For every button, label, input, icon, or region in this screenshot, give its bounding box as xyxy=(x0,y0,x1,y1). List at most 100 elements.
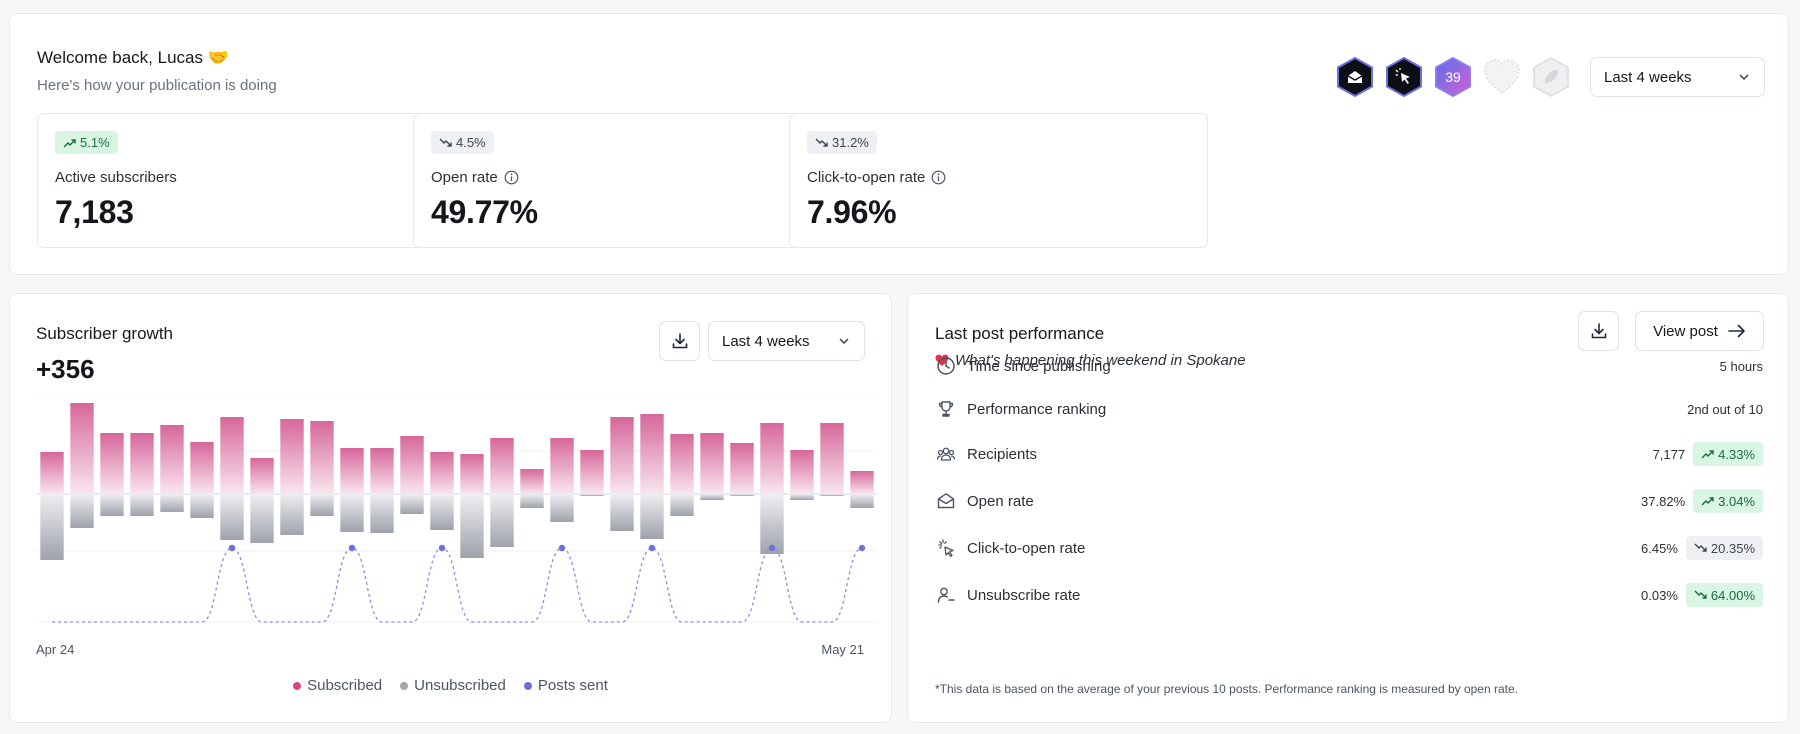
unsubscribed-bar xyxy=(700,494,724,500)
post-sent-point xyxy=(348,544,356,552)
cursor-click-badge-icon[interactable] xyxy=(1384,56,1424,98)
info-icon[interactable] xyxy=(931,170,946,185)
unsubscribed-bar xyxy=(760,494,784,554)
stat-value: 49.77% xyxy=(431,194,538,230)
unsubscribed-bar xyxy=(820,494,844,496)
subscribed-bar xyxy=(730,443,754,494)
trend-up-icon xyxy=(1701,450,1714,459)
subscribed-bar xyxy=(130,433,154,494)
subscribed-bar xyxy=(190,442,214,494)
subscribed-bar xyxy=(670,434,694,494)
legend-item-subscribed[interactable]: Subscribed xyxy=(293,677,382,694)
unsubscribed-bar xyxy=(130,494,154,516)
metric-value: 7,177 xyxy=(1652,446,1686,462)
download-button[interactable] xyxy=(1578,311,1619,351)
trend-down-icon xyxy=(1694,543,1707,552)
open-envelope-badge-icon[interactable] xyxy=(1335,56,1375,98)
download-icon xyxy=(672,333,687,349)
date-range-select[interactable]: Last 4 weeks xyxy=(1590,57,1765,97)
info-icon[interactable] xyxy=(504,170,519,185)
envelope-open-icon xyxy=(935,490,957,512)
trophy-icon xyxy=(935,398,957,420)
subscribed-bar xyxy=(520,469,544,494)
x-axis-label-start: Apr 24 xyxy=(36,642,75,657)
metric-row-open-rate: Open rate 37.82% 3.04% xyxy=(935,488,1763,514)
subscribed-bar xyxy=(640,414,664,494)
count-badge-icon[interactable]: 39 xyxy=(1433,56,1473,98)
trend-up-icon xyxy=(63,138,76,147)
stat-card-click-to-open-rate: 31.2% Click-to-open rate 7.96% xyxy=(789,113,1208,248)
download-button[interactable] xyxy=(659,321,700,361)
footnote: *This data is based on the average of yo… xyxy=(935,682,1518,696)
subscribed-bar xyxy=(250,458,274,494)
subscribed-bar xyxy=(160,425,184,494)
trend-down-icon xyxy=(1694,590,1707,599)
chevron-down-icon xyxy=(1739,74,1749,81)
view-post-button[interactable]: View post xyxy=(1635,311,1764,351)
unsubscribed-bar xyxy=(160,494,184,512)
card-title: Subscriber growth xyxy=(36,324,174,343)
legend-item-posts-sent[interactable]: Posts sent xyxy=(523,677,608,694)
legend-item-unsubscribed[interactable]: Unsubscribed xyxy=(400,677,506,694)
subscribed-bar xyxy=(490,438,514,494)
x-axis-label-end: May 21 xyxy=(821,642,864,657)
clock-icon xyxy=(935,355,957,377)
unsubscribed-bar xyxy=(640,494,664,539)
subscribed-bar xyxy=(580,450,604,494)
welcome-subtitle: Here's how your publication is doing xyxy=(37,77,277,94)
date-range-value: Last 4 weeks xyxy=(1604,68,1692,86)
metric-row-unsubscribe-rate: Unsubscribe rate 0.03% 64.00% xyxy=(935,582,1763,608)
chart-posts-line xyxy=(52,544,866,623)
unsubscribed-bar xyxy=(250,494,274,543)
subscribed-bar xyxy=(610,417,634,494)
unsubscribed-bar xyxy=(100,494,124,516)
metric-row-recipients: Recipients 7,177 4.33% xyxy=(935,441,1763,467)
welcome-heading: Welcome back, Lucas 🤝 xyxy=(37,48,229,67)
subscribed-bar xyxy=(340,448,364,494)
chevron-down-icon xyxy=(839,338,849,345)
metric-row-time-since-publishing: Time since publishing 5 hours xyxy=(935,353,1763,379)
stat-label: Active subscribers xyxy=(55,169,177,186)
subscribed-bar xyxy=(100,433,124,494)
metric-value: 5 hours xyxy=(1719,358,1763,374)
trend-badge: 5.1% xyxy=(55,131,118,154)
unsubscribed-bar xyxy=(190,494,214,518)
subscribed-bar xyxy=(40,452,64,494)
subscribed-bar xyxy=(370,448,394,494)
subscribed-bar xyxy=(790,450,814,494)
trend-badge: 4.33% xyxy=(1693,442,1763,466)
post-sent-point xyxy=(558,544,566,552)
metric-row-performance-ranking: Performance ranking 2nd out of 10 xyxy=(935,396,1763,422)
subscribed-bar xyxy=(310,421,334,494)
post-sent-point xyxy=(858,544,866,552)
subscriber-growth-chart xyxy=(37,394,877,623)
unsubscribed-bar xyxy=(460,494,484,558)
growth-range-select[interactable]: Last 4 weeks xyxy=(708,321,865,361)
chart-bars xyxy=(40,403,874,560)
leaf-badge-icon[interactable] xyxy=(1531,56,1571,98)
heart-badge-icon[interactable] xyxy=(1482,56,1522,98)
users-icon xyxy=(935,443,957,465)
unsubscribed-bar xyxy=(310,494,334,516)
stat-label: Open rate xyxy=(431,169,519,186)
legend-dot xyxy=(400,681,409,690)
metric-value: 2nd out of 10 xyxy=(1687,401,1763,417)
download-icon xyxy=(1591,323,1606,339)
legend-dot xyxy=(523,681,532,690)
achievement-badges: 39 xyxy=(1335,56,1571,98)
trend-badge: 31.2% xyxy=(807,131,877,154)
unsubscribed-bar xyxy=(220,494,244,540)
stat-value: 7.96% xyxy=(807,194,897,230)
subscribed-bar xyxy=(220,417,244,494)
metric-value: 6.45% xyxy=(1641,540,1678,556)
trend-badge: 20.35% xyxy=(1685,536,1763,560)
unsubscribed-bar xyxy=(370,494,394,533)
unsubscribed-bar xyxy=(610,494,634,531)
trend-badge: 64.00% xyxy=(1685,583,1763,607)
unsubscribed-bar xyxy=(70,494,94,528)
subscribed-bar xyxy=(760,423,784,494)
metric-value: 37.82% xyxy=(1641,493,1686,509)
growth-total: +356 xyxy=(36,354,95,384)
stat-label: Click-to-open rate xyxy=(807,169,946,186)
stat-card-open-rate: 4.5% Open rate 49.77% xyxy=(413,113,832,248)
